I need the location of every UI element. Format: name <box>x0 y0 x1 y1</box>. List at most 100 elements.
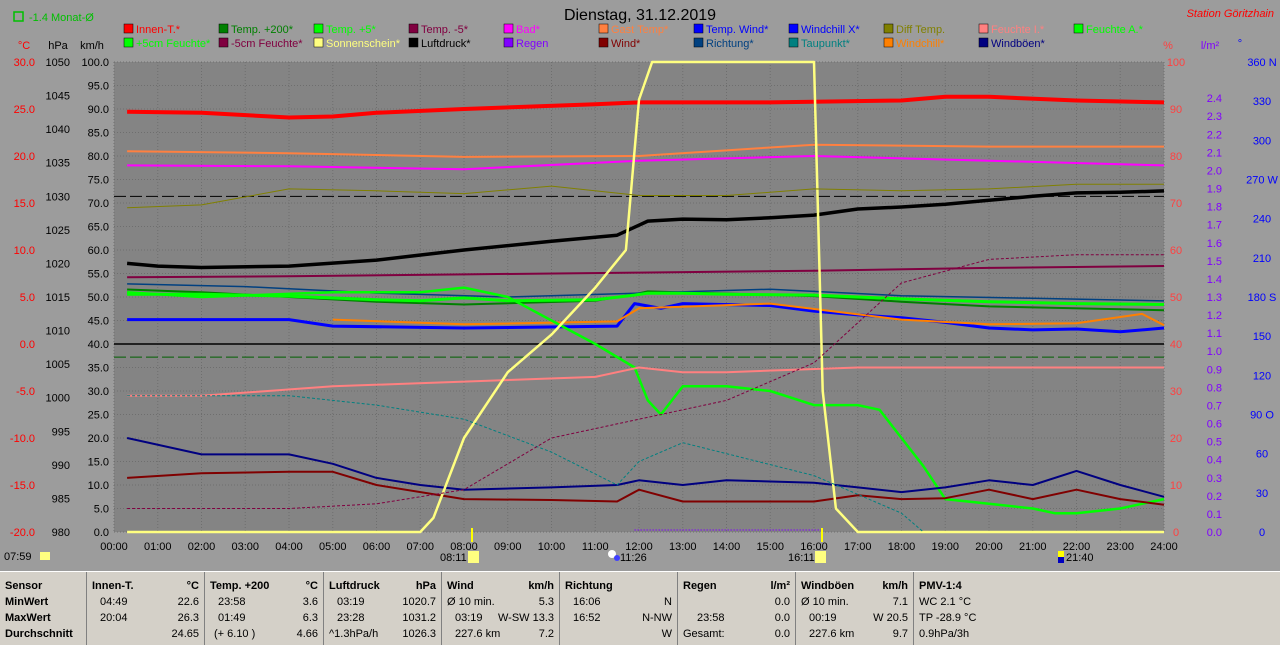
legend-label: Taupunkt* <box>801 38 851 50</box>
temp-tick-label: -5.0 <box>16 386 35 398</box>
sunrise-time: 08:11 <box>440 552 467 564</box>
legend-label: Windböen* <box>991 38 1046 50</box>
series-line <box>127 395 924 533</box>
legend-label: Temp. +5* <box>326 24 377 36</box>
legend-swatch <box>788 23 799 34</box>
wind-axis-unit: km/h <box>80 40 104 52</box>
legend-label: Temp. +200* <box>231 24 294 36</box>
series-line <box>127 265 1165 279</box>
legend-label: Luftdruck* <box>421 38 471 50</box>
time-tick-label: 04:00 <box>275 541 303 553</box>
minwert-label: MinWert <box>5 596 49 608</box>
rain-tick-label: 1.6 <box>1207 238 1222 250</box>
direction-tick-label: 270 W <box>1246 175 1278 187</box>
sensor-header: Sensor <box>5 580 43 592</box>
percent-tick-label: 70 <box>1170 198 1182 210</box>
boeen-min-note: Ø 10 min. <box>801 596 849 608</box>
wind-tick-label: 100.0 <box>81 57 109 69</box>
legend-swatch <box>503 23 514 34</box>
rain-tick-label: 2.3 <box>1207 111 1222 123</box>
luftdruck-max-time: 23:28 <box>337 612 365 624</box>
start-time: 07:59 <box>4 551 32 563</box>
percent-tick-label: 40 <box>1170 339 1182 351</box>
direction-tick-label: 330 <box>1253 96 1271 108</box>
series-line <box>127 60 1164 534</box>
sunset-tick <box>821 528 823 542</box>
start-marker-icon <box>40 552 50 560</box>
wind-tick-label: 20.0 <box>88 433 109 445</box>
time-tick-label: 00:00 <box>100 541 128 553</box>
temp-tick-label: -15.0 <box>10 480 35 492</box>
wind-tick-label: 0.0 <box>94 527 109 539</box>
wind-tick-label: 40.0 <box>88 339 109 351</box>
luftdruck-max-value: 1031.2 <box>402 612 436 624</box>
temp-tick-label: 20.0 <box>14 151 35 163</box>
series-line <box>127 155 1165 171</box>
temp-tick-label: -10.0 <box>10 433 35 445</box>
month-avg: -1.4 Monat-Ø <box>29 12 94 24</box>
pressure-tick-label: 980 <box>52 527 70 539</box>
wind-tick-label: 85.0 <box>88 128 109 140</box>
regen-total-label: Gesamt: <box>683 628 725 640</box>
innen-min-time: 04:49 <box>100 596 128 608</box>
reference-lines <box>114 195 1164 531</box>
month-avg-icon <box>13 11 24 22</box>
temp200-min-value: 3.6 <box>302 596 318 608</box>
rain-tick-label: 1.8 <box>1207 202 1222 214</box>
boeen-min-value: 7.1 <box>892 596 908 608</box>
rain-tick-label: 1.7 <box>1207 220 1222 232</box>
wind-avg-value: 7.2 <box>538 628 554 640</box>
sunrise-icon <box>468 551 479 563</box>
boeen-unit: km/h <box>882 580 908 592</box>
direction-tick-label: 30 <box>1256 488 1268 500</box>
stats-col-regen: Regen l/m² 0.0 23:58 0.0 Gesamt: 0.0 <box>678 572 796 645</box>
pmv-header: PMV-1:4 <box>919 580 962 592</box>
percent-tick-label: 100 <box>1167 57 1185 69</box>
luftdruck-unit: hPa <box>415 580 436 592</box>
pmv-trend: 0.9hPa/3h <box>919 628 970 640</box>
wind-tick-label: 35.0 <box>88 363 109 375</box>
pressure-tick-label: 1010 <box>46 326 70 338</box>
time-tick-label: 13:00 <box>669 541 697 553</box>
direction-tick-label: 210 <box>1253 253 1271 265</box>
pressure-tick-label: 1035 <box>46 158 70 170</box>
legend-label: Richtung* <box>706 38 754 50</box>
series-line <box>127 286 1165 515</box>
legend-swatch <box>218 37 229 48</box>
time-tick-label: 11:00 <box>582 541 609 553</box>
time-tick-label: 10:00 <box>538 541 566 553</box>
time-tick-label: 14:00 <box>713 541 741 553</box>
legend-swatch <box>503 37 514 48</box>
pressure-tick-label: 985 <box>52 493 70 505</box>
temp200-header: Temp. +200 <box>210 580 270 592</box>
richtung-header: Richtung <box>565 580 613 592</box>
temp-tick-label: 25.0 <box>14 104 35 116</box>
legend-label: -5cm Feuchte* <box>231 38 303 50</box>
time-tick-label: 06:00 <box>363 541 391 553</box>
legend-label: Regen <box>516 38 548 50</box>
wind-min-note: Ø 10 min. <box>447 596 495 608</box>
time-tick-label: 05:00 <box>319 541 347 553</box>
percent-tick-label: 30 <box>1170 386 1182 398</box>
time-tick-label: 01:00 <box>144 541 172 553</box>
temp-axis-unit: °C <box>18 40 30 52</box>
luftdruck-avg-value: 1026.3 <box>402 628 436 640</box>
direction-tick-label: 90 O <box>1250 410 1274 422</box>
innen-header: Innen-T. <box>92 580 134 592</box>
pressure-tick-label: 1005 <box>46 359 70 371</box>
percent-tick-label: 0 <box>1173 527 1179 539</box>
maxwert-label: MaxWert <box>5 612 51 624</box>
legend-swatch <box>598 23 609 34</box>
legend-swatch <box>693 23 704 34</box>
wind-tick-label: 70.0 <box>88 198 109 210</box>
wind-tick-label: 60.0 <box>88 245 109 257</box>
percent-tick-label: 10 <box>1170 480 1182 492</box>
pmv-windchill: WC 2.1 °C <box>919 596 972 608</box>
legend-label: +5cm Feuchte* <box>136 38 211 50</box>
time-tick-label: 15:00 <box>756 541 784 553</box>
sunset-time: 16:11 <box>788 552 815 564</box>
boeen-header: Windböen <box>801 580 855 592</box>
temp-tick-label: -20.0 <box>10 527 35 539</box>
series-line <box>127 94 1165 120</box>
time-tick-label: 03:00 <box>231 541 259 553</box>
